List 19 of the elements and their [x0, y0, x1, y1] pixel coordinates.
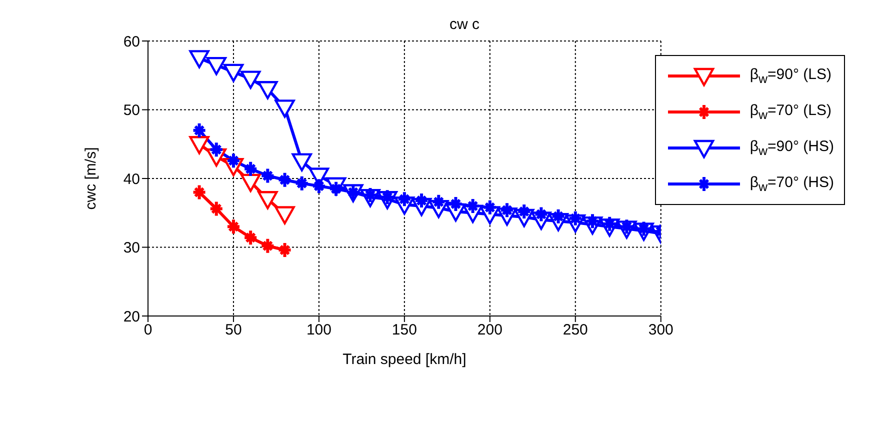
- y-tick-label: 40: [123, 170, 140, 188]
- chart-title: cw c: [448, 16, 480, 33]
- legend-label: β$_{w}$=70° (HS): [750, 174, 834, 194]
- x-tick-label: 300: [648, 322, 674, 339]
- x-tick-label: 150: [392, 322, 417, 339]
- x-tick-label: 100: [306, 322, 332, 339]
- x-tick-label: 250: [562, 322, 588, 339]
- y-axis-title: cwc [m/s]: [82, 147, 100, 210]
- x-tick-label: 50: [225, 322, 242, 339]
- x-tick-label: 200: [477, 322, 502, 339]
- legend-label: β$_{w}$=90° (LS): [750, 66, 832, 86]
- legend-label: β$_{w}$=90° (HS): [750, 138, 834, 158]
- y-tick-label: 30: [123, 240, 140, 257]
- y-tick-label: 60: [123, 33, 140, 50]
- legend-label: β$_{w}$=70° (LS): [750, 102, 832, 122]
- x-tick-label: 0: [144, 322, 152, 339]
- y-tick-label: 20: [123, 308, 140, 326]
- y-tick-label: 50: [123, 102, 140, 120]
- x-axis-title: Train speed [km/h]: [342, 351, 466, 368]
